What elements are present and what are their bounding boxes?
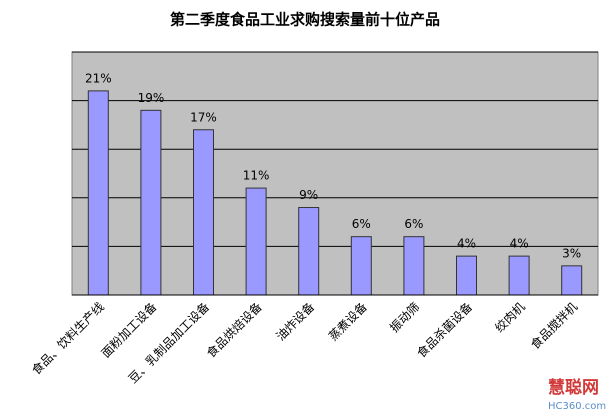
bar [456, 255, 477, 296]
data-label: 19% [138, 91, 165, 105]
data-label: 21% [85, 71, 112, 85]
data-label: 11% [243, 169, 270, 183]
bar [193, 129, 214, 296]
bar [87, 90, 109, 296]
data-label: 4% [457, 237, 476, 251]
data-label: 6% [352, 217, 371, 231]
bar [140, 109, 162, 296]
data-label: 9% [299, 188, 318, 202]
bar [245, 187, 267, 296]
watermark-name: 慧聪网 [548, 377, 599, 398]
bar [561, 265, 583, 296]
data-label: 17% [190, 110, 217, 124]
bar [508, 255, 530, 296]
data-label: 6% [404, 217, 423, 231]
bar [350, 236, 372, 296]
chart-title: 第二季度食品工业求购搜索量前十位产品 [170, 11, 440, 29]
data-label: 3% [562, 246, 581, 260]
data-label: 4% [510, 237, 529, 251]
watermark-url: HC360.com [548, 401, 606, 412]
bar [403, 236, 425, 296]
bar [298, 207, 320, 296]
